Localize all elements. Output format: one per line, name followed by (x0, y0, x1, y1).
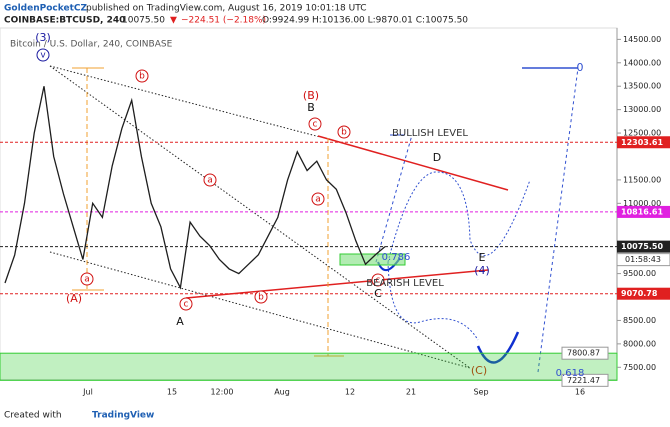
wave-label: b (139, 72, 145, 82)
wave-label: c (313, 120, 318, 130)
countdown-bg (616, 253, 670, 267)
wave-label: a (315, 195, 321, 205)
price-label: 10816.61 (621, 207, 663, 216)
y-tick-label: 14000.00 (623, 58, 661, 67)
x-tick-label: 15 (167, 388, 177, 397)
y-tick-label: 11500.00 (623, 175, 661, 184)
label-circle (135, 69, 149, 83)
y-tick-label: 13500.00 (623, 82, 661, 91)
wave-label: c (184, 300, 189, 310)
label-circle (36, 48, 50, 62)
y-tick-label: 13000.00 (623, 105, 661, 114)
x-tick-label: 16 (575, 388, 585, 397)
wave-label: b (258, 293, 264, 303)
projection (375, 67, 579, 373)
trendline (49, 65, 321, 138)
label-circle (308, 117, 322, 131)
y-tick-label: 8500.00 (623, 316, 656, 325)
target-box (339, 253, 406, 266)
wave-label: c (376, 276, 381, 286)
y-tick-label: 11000.00 (623, 199, 661, 208)
wave-label: (C) (471, 364, 487, 377)
label-circle (337, 125, 351, 139)
author: GoldenPocketCZ (4, 4, 87, 14)
symbol: COINBASE:BTCUSD, 240 (4, 16, 125, 26)
zone-label: 7221.47 (567, 376, 600, 385)
change: −224.51 (−2.18%) (181, 16, 266, 26)
price-label-bg (617, 240, 670, 253)
y-tick-label: 9500.00 (623, 269, 656, 278)
price-label-bg (617, 205, 670, 218)
x-tick-label: Jul (82, 388, 93, 397)
wave-label: (A) (66, 292, 82, 305)
x-tick-label: Aug (274, 388, 290, 397)
price-line (4, 86, 386, 290)
price-label-bg (617, 136, 670, 149)
x-tick-label: Sep (473, 388, 488, 397)
wave-label: a (84, 275, 90, 285)
wave-label: BEARISH LEVEL (366, 278, 444, 289)
x-tick-label: 21 (406, 388, 416, 397)
label-circle (179, 297, 193, 311)
arrow: ▼ (170, 16, 177, 26)
footer-brand[interactable]: TradingView (92, 411, 154, 421)
label-circle (371, 273, 385, 287)
target-zone (0, 352, 618, 381)
y-tick-label: 12500.00 (623, 129, 661, 138)
wave-label: B (307, 101, 315, 114)
trendline (49, 65, 471, 369)
label-circle (311, 192, 325, 206)
wave-label: (3) (35, 31, 51, 44)
y-tick-label: 14500.00 (623, 35, 661, 44)
y-tick-label: 8000.00 (623, 339, 656, 348)
wave-label: v (40, 51, 46, 61)
chart-title: Bitcoin / U.S. Dollar, 240, COINBASE (10, 40, 173, 50)
footer-prefix: Created with (4, 411, 62, 421)
wave-label: 0 (577, 61, 584, 74)
published: published on TradingView.com, August 16,… (86, 4, 366, 14)
projection (387, 261, 479, 341)
y-tick-label: 7500.00 (623, 363, 656, 372)
wave-label: 0.618 (556, 368, 585, 379)
x-tick-label: 12:00 (210, 388, 233, 397)
ohlc: O:9924.99 H:10136.00 L:9870.01 C:10075.5… (262, 16, 468, 26)
zone-label-bg (561, 346, 609, 360)
projection (387, 171, 531, 263)
wave-label: a (207, 176, 213, 186)
label-circle (203, 173, 217, 187)
price-label: 10075.50 (621, 242, 663, 251)
trendline (317, 135, 509, 191)
wave-label: A (176, 315, 184, 328)
last-price: 10075.50 (122, 16, 165, 26)
price-label-bg (617, 287, 670, 300)
price-label: 9070.78 (621, 289, 658, 298)
x-tick-label: 12 (345, 388, 355, 397)
zone-label-bg (561, 373, 609, 387)
trendline (49, 251, 471, 369)
wave-label: BULLISH LEVEL (392, 128, 468, 139)
price-label: 12303.61 (621, 138, 663, 147)
wave-label: C (374, 287, 382, 300)
countdown: 01:58:43 (625, 255, 661, 264)
wave-label: (B) (303, 89, 319, 102)
wave-label: D (433, 151, 441, 164)
label-circle (80, 272, 94, 286)
wave-label: b (341, 128, 347, 138)
zone-label: 7800.87 (567, 349, 600, 358)
label-circle (254, 290, 268, 304)
wave-label: 0.786 (382, 252, 411, 263)
wave-label: (4) (474, 264, 490, 277)
wave-label: E (479, 251, 486, 264)
